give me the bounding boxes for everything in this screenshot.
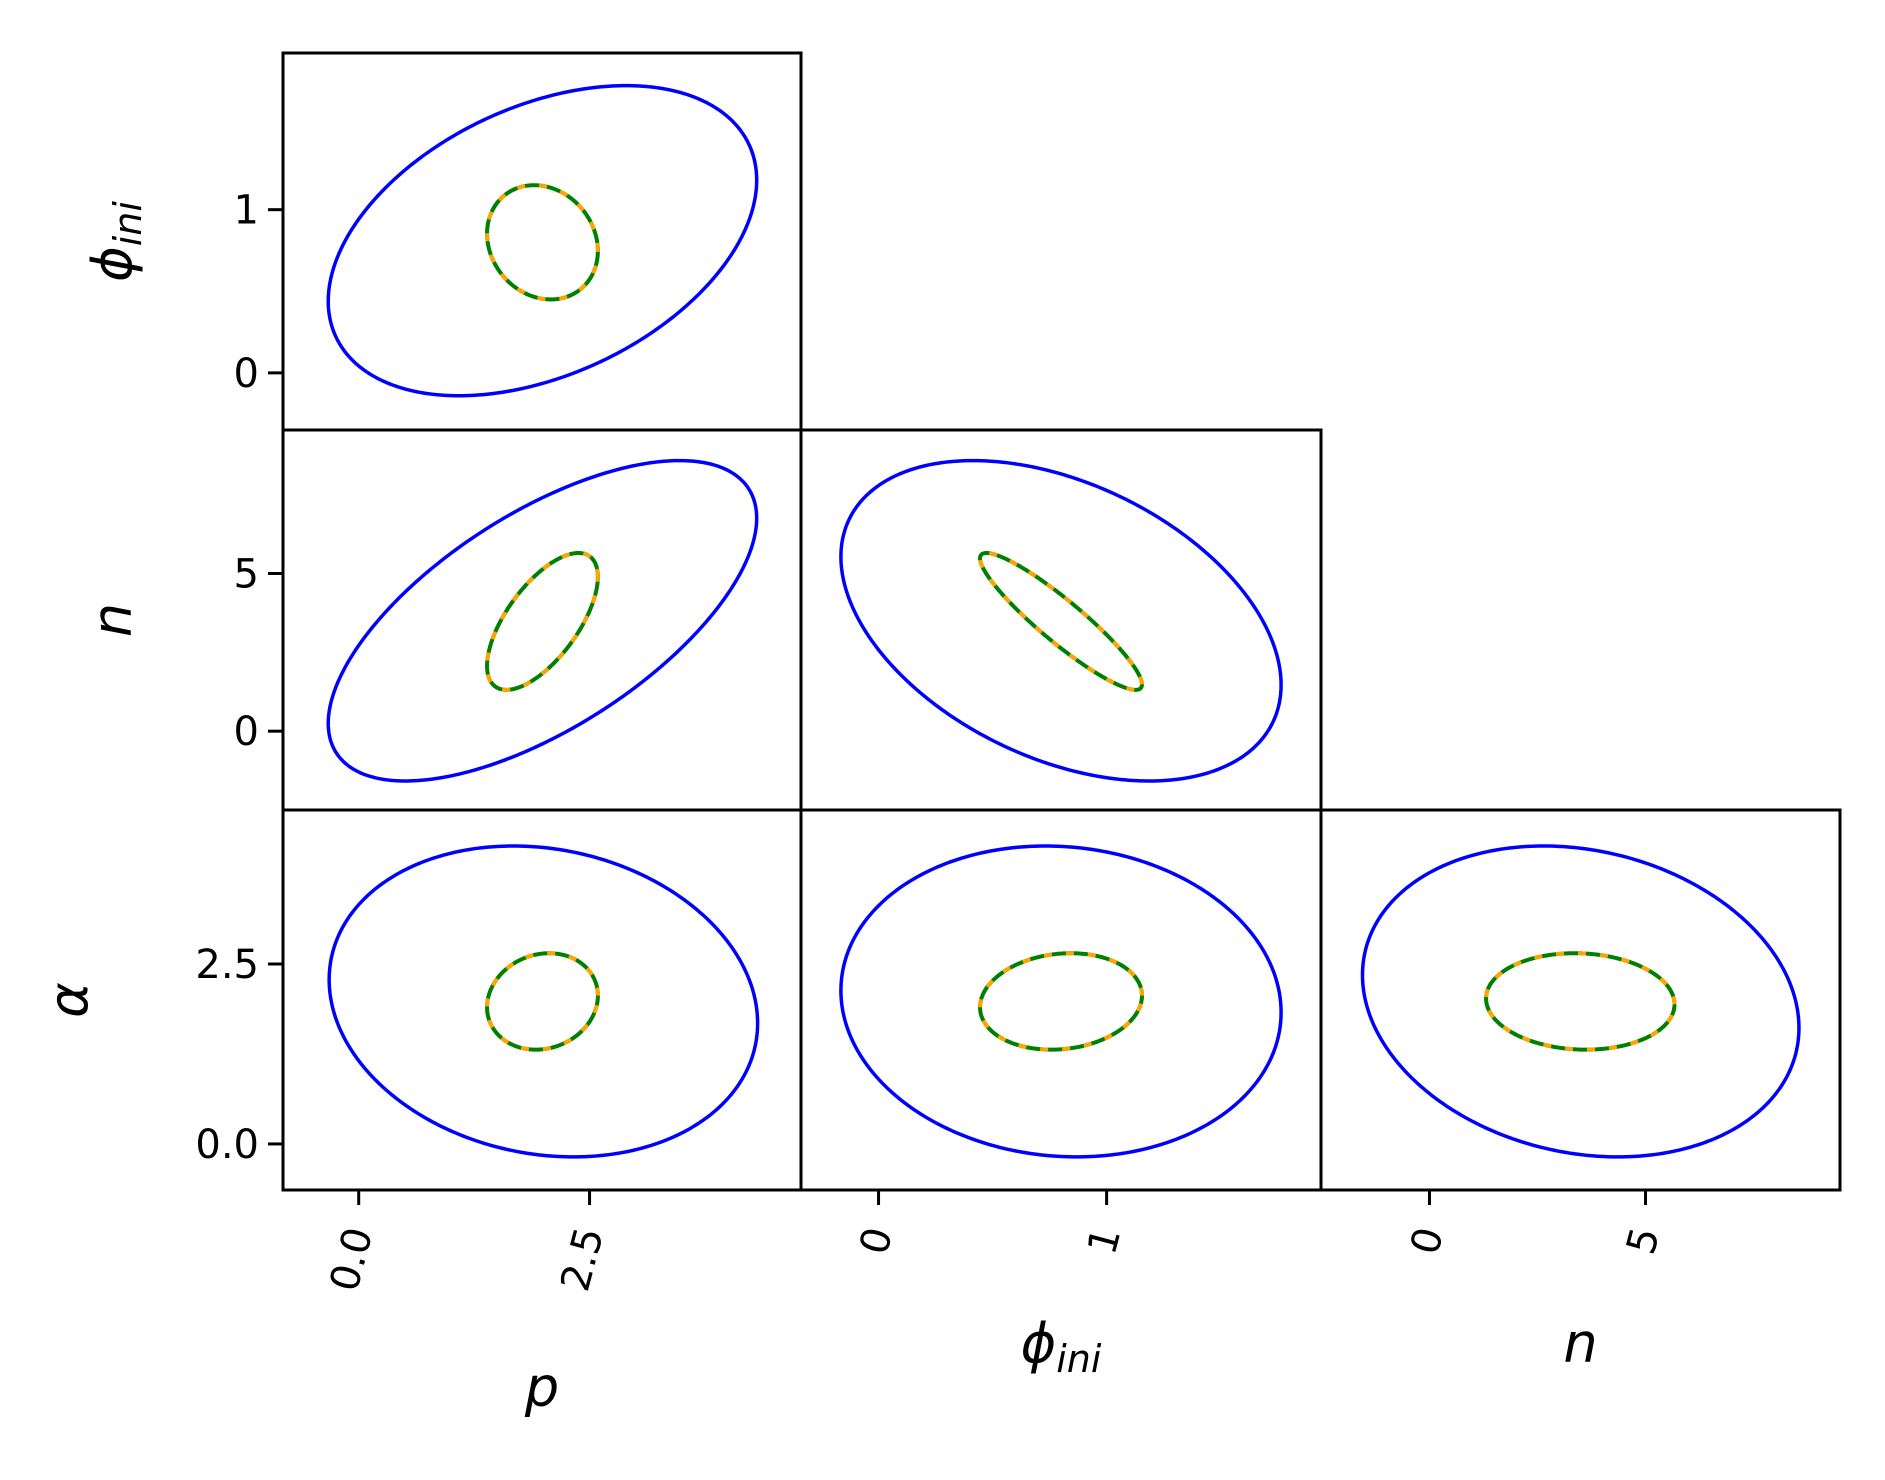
y-tick-label: 0 [234,709,259,755]
x-tick-label: 1 [1079,1223,1130,1259]
ellipse [1360,844,1801,1159]
ellipse [978,951,1144,1052]
axes-frame [281,428,803,812]
axis-label-symbol: p [524,1356,559,1419]
axes-frame [799,808,1323,1192]
axis-label: ϕini [1021,1312,1102,1381]
x-tick-label: 0 [1402,1223,1453,1259]
ellipse [978,550,1144,692]
x-tick-label: 0.0 [321,1223,382,1296]
ellipse [326,83,759,398]
axis-label-symbol: n [81,603,144,637]
axis-label: p [524,1356,559,1419]
x-tick-label: 0 [851,1223,902,1259]
y-tick-label: 5 [234,551,259,597]
ellipse [485,951,600,1052]
ellipse [485,183,600,302]
axis-label: α [37,982,100,1018]
axis-label-symbol: n [1563,1312,1597,1375]
axes-frame [281,51,803,432]
axis-label-symbol: ϕ [81,246,144,282]
ellipse [839,844,1283,1159]
x-tick-label: 5 [1618,1223,1669,1259]
axis-label-subscript: ini [1056,1337,1102,1381]
y-tick-label: 0 [234,351,259,397]
axis-label: ϕini [81,201,150,282]
ellipse [1484,951,1677,1052]
x-tick-label: 2.5 [552,1223,613,1296]
ellipse [485,550,600,692]
axis-label: n [81,603,144,637]
y-tick-label: 2.5 [195,942,259,988]
ellipse [326,458,759,783]
axis-label-subscript: ini [106,201,150,247]
ellipse [978,951,1144,1052]
ellipse [485,550,600,692]
y-tick-label: 1 [234,188,259,234]
ellipse [485,951,600,1052]
ellipse [485,183,600,302]
axes-frame [281,808,803,1192]
axis-label: n [1563,1312,1597,1375]
axis-label-symbol: ϕ [1021,1312,1057,1375]
ellipse [978,550,1144,692]
y-tick-label: 0.0 [195,1122,259,1168]
ellipse [327,844,760,1159]
axes-frame [1319,808,1842,1192]
ellipse [839,458,1283,783]
axis-label-symbol: α [37,982,100,1018]
